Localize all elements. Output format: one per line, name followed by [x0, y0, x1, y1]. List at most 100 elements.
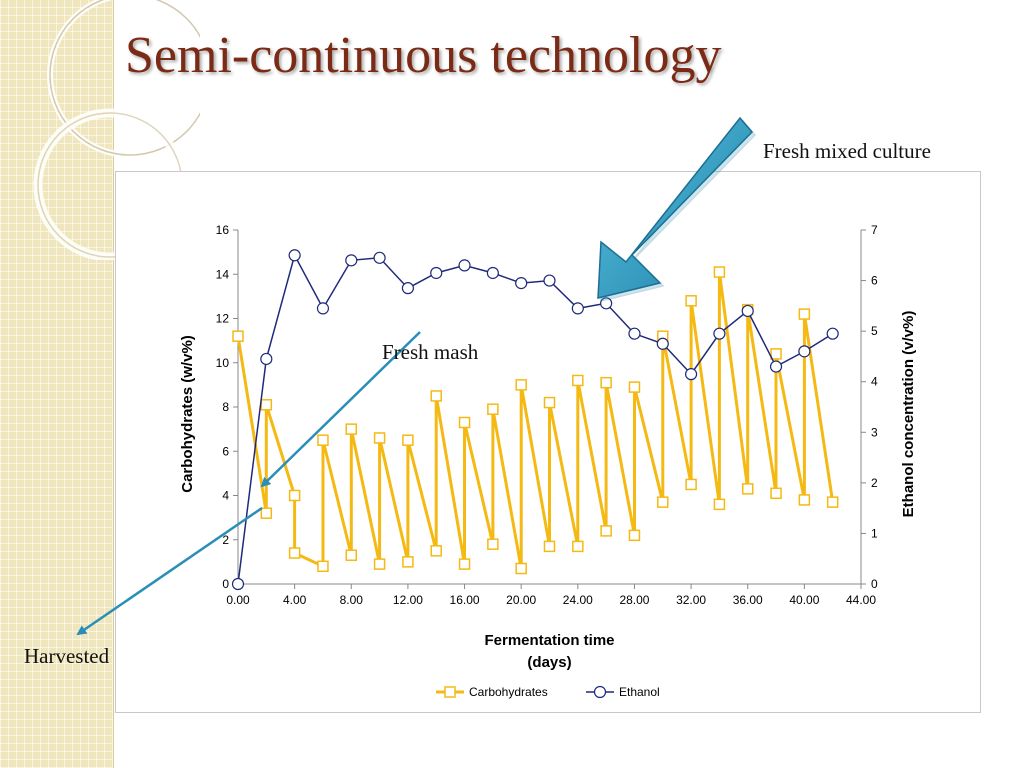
- y2-tick-label: 3: [871, 425, 878, 439]
- carbohydrates-point: [770, 348, 782, 360]
- fresh-mixed-culture-label: Fresh mixed culture: [763, 139, 931, 163]
- y-axis-title: Carbohydrates (w/v%): [179, 335, 196, 493]
- y2-tick-label: 1: [871, 526, 878, 540]
- y-tick-label: 16: [216, 223, 230, 237]
- ethanol-point: [826, 327, 839, 340]
- y-tick-label: 14: [216, 267, 230, 281]
- carbohydrates-point: [458, 558, 471, 570]
- x-axis-title-line: Fermentation time: [484, 632, 614, 649]
- carbohydrates-point: [232, 330, 244, 342]
- carbohydrates-point: [345, 549, 358, 561]
- x-tick-label: 28.00: [619, 593, 649, 607]
- ethanol-point: [373, 251, 386, 264]
- ethanol-point: [600, 297, 613, 310]
- carbohydrates-point: [685, 478, 697, 491]
- carbohydrates-point: [515, 562, 527, 575]
- x-tick-label: 16.00: [450, 593, 480, 607]
- carbohydrates-point: [515, 379, 527, 391]
- carbohydrates-point: [373, 558, 386, 570]
- ethanol-point: [288, 249, 301, 262]
- ethanol-line: [237, 253, 834, 585]
- carbohydrates-point: [543, 396, 556, 409]
- y2-tick-label: 2: [871, 476, 878, 490]
- carbohydrates-point: [543, 540, 556, 553]
- ethanol-point: [401, 282, 415, 295]
- ethanol-point: [543, 274, 556, 287]
- ethanol-point: [798, 345, 811, 358]
- carbohydrates-point: [430, 390, 442, 402]
- y-tick-label: 0: [222, 577, 229, 591]
- carbohydrates-point: [260, 399, 273, 411]
- y2-tick-label: 6: [871, 274, 878, 288]
- carbohydrates-point: [685, 295, 697, 307]
- chart-frame: 0 2 4 6 8 10 12 14 16 0 1 2 3 4 5 6 7 0.00 4.00 8.00 12.00 16…: [115, 171, 981, 713]
- carbohydrates-point: [458, 416, 471, 429]
- y-tick-label: 4: [222, 489, 229, 503]
- carbohydrates-point: [317, 560, 329, 573]
- ethanol-point: [628, 327, 641, 340]
- ethanol-point: [458, 259, 471, 272]
- decorative-sidebar: [0, 0, 114, 768]
- carbohydrates-point: [600, 376, 612, 389]
- carbohydrates-point: [373, 432, 386, 444]
- carbohydrates-point: [770, 487, 782, 500]
- ethanol-point: [316, 302, 330, 315]
- x-tick-label: 12.00: [393, 593, 423, 607]
- carbohydrates-point: [741, 483, 754, 495]
- chart-legend: Carbohydrates Ethanol: [436, 685, 660, 699]
- carbohydrates-point: [288, 489, 301, 502]
- x-tick-label: 44.00: [846, 593, 876, 607]
- carbohydrates-point: [713, 266, 726, 278]
- ethanol-point: [713, 327, 726, 340]
- ethanol-point: [430, 266, 443, 280]
- carbohydrates-point: [487, 403, 499, 415]
- ethanol-point: [231, 577, 245, 591]
- y-tick-label: 12: [216, 312, 230, 326]
- legend-ethanol-marker: [593, 685, 607, 699]
- carbohydrates-point: [628, 529, 641, 542]
- y-tick-label: 2: [222, 533, 229, 547]
- carbohydrates-point: [628, 381, 641, 393]
- x-tick-label: 24.00: [563, 593, 593, 607]
- y2-tick-label: 7: [871, 223, 878, 237]
- carbohydrates-point: [600, 525, 612, 537]
- x-tick-label: 36.00: [733, 593, 763, 607]
- x-tick-label: 20.00: [506, 593, 536, 607]
- carbohydrates-point: [317, 434, 329, 446]
- x-tick-label: 40.00: [789, 593, 819, 607]
- y2-tick-label: 5: [871, 324, 878, 338]
- y-tick-label: 8: [222, 400, 229, 414]
- carbohydrates-point: [572, 374, 584, 387]
- carbohydrates-point: [798, 308, 811, 320]
- harvested-label: Harvested: [24, 644, 110, 668]
- ethanol-point: [684, 368, 698, 381]
- ethanol-point: [769, 360, 783, 373]
- x-tick-label: 8.00: [340, 593, 364, 607]
- x-axis-title-line: (days): [527, 654, 571, 671]
- y2-tick-label: 4: [871, 375, 878, 389]
- y-tick-label: 10: [216, 356, 230, 370]
- carbohydrates-point: [657, 496, 669, 508]
- slide-title: Semi-continuous technology: [125, 27, 722, 84]
- carbohydrates-point: [572, 540, 584, 553]
- ethanol-point: [656, 337, 669, 350]
- carbohydrates-series: [232, 266, 839, 575]
- x-tick-label: 4.00: [283, 593, 307, 607]
- y-tick-label: 6: [222, 444, 229, 458]
- ethanol-point: [345, 254, 358, 267]
- x-axis-title: Fermentation time (days): [484, 632, 614, 671]
- ethanol-point: [515, 276, 528, 290]
- ethanol-point: [741, 304, 754, 318]
- carbohydrates-point: [430, 545, 442, 557]
- carbohydrates-point: [345, 423, 358, 435]
- ethanol-point: [571, 302, 584, 315]
- carbohydrates-point: [402, 556, 414, 568]
- x-tick-label: 0.00: [226, 593, 250, 607]
- y2-axis-title: Ethanol concentration (v/v%): [900, 311, 917, 518]
- carbohydrates-point: [713, 498, 726, 511]
- y2-tick-label: 0: [871, 577, 878, 591]
- carbohydrates-point: [402, 434, 414, 446]
- ethanol-point: [260, 352, 273, 366]
- carbohydrates-point: [826, 496, 839, 508]
